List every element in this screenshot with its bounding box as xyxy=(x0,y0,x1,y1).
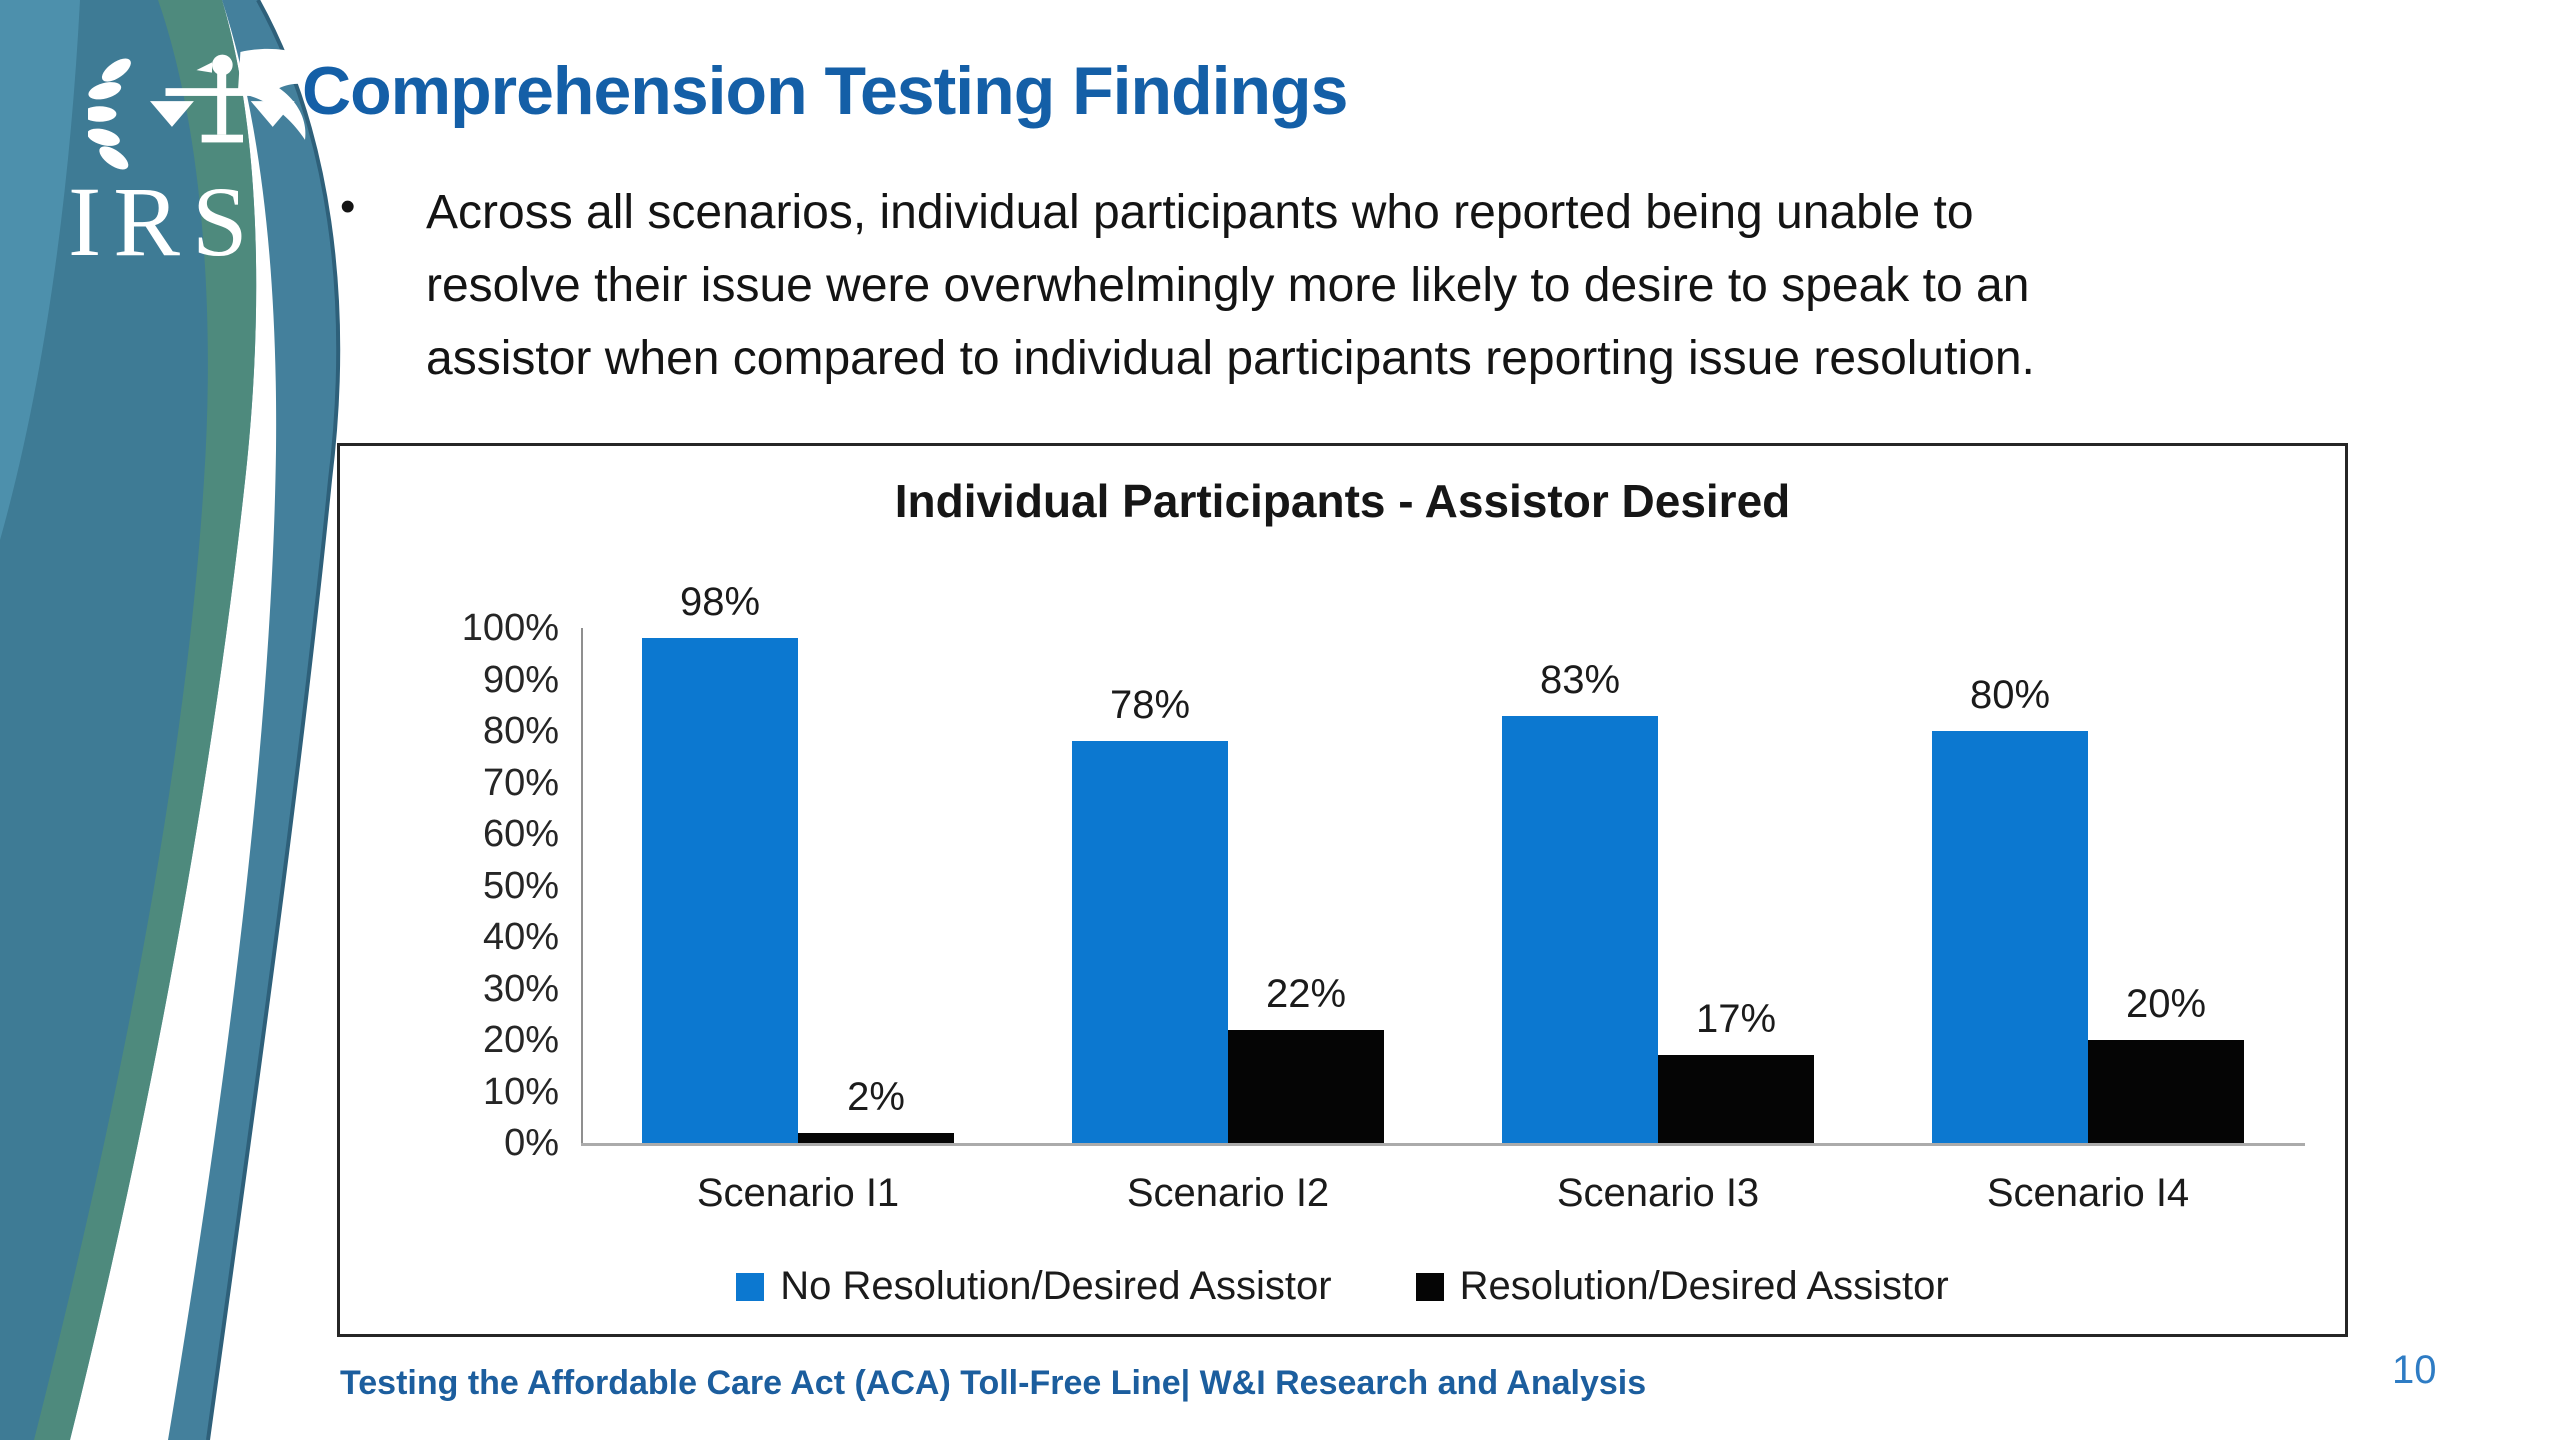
y-tick-label: 80% xyxy=(482,710,559,752)
irs-emblem-icon xyxy=(88,48,355,170)
bar xyxy=(642,638,798,1143)
irs-wordmark: IRS xyxy=(68,166,260,277)
legend-swatch xyxy=(736,1272,765,1301)
bar-value-label: 2% xyxy=(847,1074,905,1119)
legend-label: No Resolution/Desired Assistor xyxy=(780,1264,1332,1308)
bar xyxy=(798,1132,954,1143)
bullet-line: assistor when compared to individual par… xyxy=(426,332,2035,385)
y-tick-label: 70% xyxy=(482,761,559,804)
category-label: Scenario I1 xyxy=(696,1171,900,1215)
footer-text: Testing the Affordable Care Act (ACA) To… xyxy=(340,1364,1647,1402)
wave-main xyxy=(0,0,257,1440)
irs-logo: IRS xyxy=(60,40,420,300)
bar xyxy=(1502,715,1658,1143)
bar-value-label: 17% xyxy=(1695,997,1777,1042)
chart: Individual Participants - Assistor Desir… xyxy=(337,443,2348,1337)
y-tick-label: 40% xyxy=(482,916,559,958)
bar-value-label: 78% xyxy=(1109,683,1191,728)
category-label: Scenario I3 xyxy=(1556,1171,1760,1215)
plot-area: 0% 10% 20% 30% 40% 50% 60% 70% 80% 90% 100% 98% 2% Sc… xyxy=(462,580,2305,1215)
chart-title: Individual Participants - Assistor Desir… xyxy=(894,475,1791,527)
y-tick-label: 90% xyxy=(482,658,559,701)
category-label: Scenario I2 xyxy=(1126,1171,1330,1215)
bar xyxy=(1932,731,2088,1143)
wave-outer-band xyxy=(168,0,339,1440)
page-number: 10 xyxy=(2392,1348,2437,1392)
bar-value-label: 98% xyxy=(679,580,761,625)
y-tick-label: 0% xyxy=(504,1122,559,1164)
legend-item: No Resolution/Desired Assistor xyxy=(736,1264,1332,1309)
bar xyxy=(1072,741,1228,1143)
y-tick-label: 20% xyxy=(482,1019,559,1061)
bullet-line: resolve their issue were overwhelmingly … xyxy=(426,259,2030,312)
legend-label: Resolution/Desired Assistor xyxy=(1459,1264,1949,1308)
wave-green-edge xyxy=(34,0,257,1440)
category-label: Scenario I4 xyxy=(1986,1171,2190,1215)
bullet-line: Across all scenarios, individual partici… xyxy=(426,186,1974,239)
x-axis-line xyxy=(581,1143,2305,1146)
legend-swatch xyxy=(1415,1272,1444,1301)
y-tick-label: 30% xyxy=(482,967,559,1010)
bar-value-label: 22% xyxy=(1265,971,1347,1016)
wave-outer-edge xyxy=(206,0,341,1440)
chart-legend: No Resolution/Desired Assistor Resolution… xyxy=(340,1264,2345,1309)
wave-light-blue xyxy=(0,0,80,540)
bar-value-label: 83% xyxy=(1539,657,1621,702)
bar xyxy=(2088,1040,2244,1143)
y-tick-label: 60% xyxy=(482,813,559,855)
bar-value-label: 20% xyxy=(2125,982,2207,1026)
y-axis-line xyxy=(581,628,583,1146)
legend-item: Resolution/Desired Assistor xyxy=(1415,1264,1949,1309)
bullet-text: Across all scenarios, individual partici… xyxy=(426,176,2386,395)
y-tick-label: 10% xyxy=(482,1070,559,1113)
bar xyxy=(1658,1055,1814,1143)
bar xyxy=(1228,1029,1384,1143)
y-tick-label: 50% xyxy=(482,864,559,907)
y-tick-label: 100% xyxy=(461,607,559,649)
bullet-marker: • xyxy=(340,182,356,231)
page-title: Comprehension Testing Findings xyxy=(302,53,1348,129)
bar-value-label: 80% xyxy=(1969,673,2051,717)
wave-decoration xyxy=(0,0,341,1440)
